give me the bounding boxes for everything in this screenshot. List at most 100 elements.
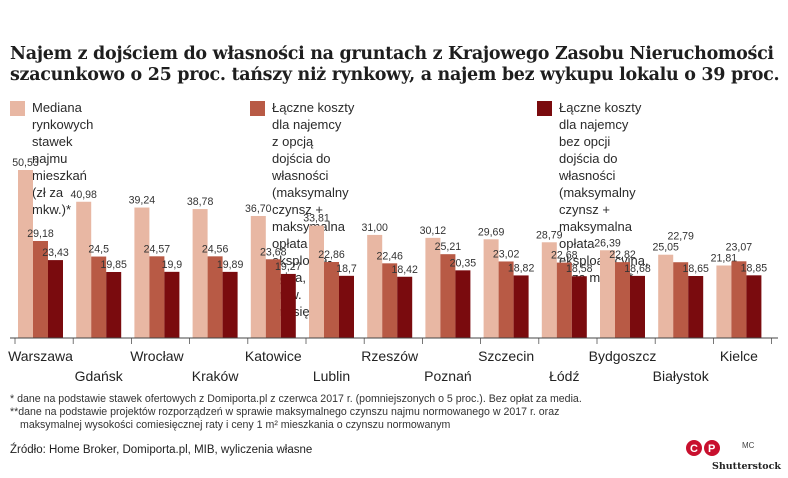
data-label: 19,9: [162, 259, 183, 271]
data-label: 20,35: [450, 257, 477, 269]
data-label: 26,39: [594, 237, 621, 249]
category-label: Szczecin: [478, 348, 534, 364]
chart-title: Najem z dojściem do własności na gruntac…: [10, 44, 780, 86]
category-label: Katowice: [245, 348, 302, 364]
bar-2: [149, 256, 165, 338]
bar-1: [658, 254, 674, 338]
legend-swatch-with-ownership: [250, 101, 265, 116]
data-label: 24,57: [144, 243, 171, 255]
category-label: Warszawa: [8, 348, 73, 364]
bar-3: [455, 270, 471, 338]
data-label: 21,81: [711, 252, 738, 264]
bar-3: [746, 275, 762, 338]
bar-1: [18, 170, 33, 338]
svg-text:P: P: [708, 443, 715, 455]
cp-badge-logo: C P: [686, 440, 720, 456]
bar-1: [425, 237, 441, 338]
data-label: 28,79: [536, 229, 563, 241]
data-label: 18,65: [682, 263, 709, 275]
category-label: Poznań: [424, 368, 471, 384]
bar-3: [106, 272, 122, 338]
bar-2: [556, 262, 572, 338]
data-label: 18,42: [391, 264, 418, 276]
svg-text:C: C: [690, 443, 698, 455]
bar-2: [731, 261, 747, 338]
data-label: 22,46: [376, 250, 403, 262]
bar-2: [324, 261, 339, 338]
category-label: Kraków: [192, 368, 240, 384]
data-label: 29,69: [478, 226, 505, 238]
data-label: 24,56: [202, 243, 229, 255]
data-label: 40,98: [70, 189, 97, 201]
data-label: 29,18: [27, 228, 54, 240]
bar-1: [600, 250, 615, 338]
bar-1: [250, 215, 266, 338]
bar-2: [33, 240, 48, 338]
category-label: Łódź: [549, 368, 579, 384]
bar-2: [207, 256, 223, 338]
bar-3: [513, 275, 529, 338]
bar-3: [630, 275, 645, 338]
category-label: Rzeszów: [361, 348, 419, 364]
bar-2: [673, 262, 689, 338]
bar-2: [615, 262, 630, 338]
legend-label-market: Mediana rynkowych stawek najmu mieszkań …: [32, 100, 94, 217]
bar-3: [571, 276, 587, 338]
data-label: 22,82: [609, 249, 636, 261]
photo-credit: Shutterstock: [712, 461, 781, 472]
category-label: Gdańsk: [75, 368, 124, 384]
data-label: 38,78: [187, 196, 214, 208]
data-label: 25,05: [652, 242, 679, 254]
bar-1: [367, 234, 383, 338]
legend-swatch-without-ownership: [537, 101, 552, 116]
legend-swatch-market: [10, 101, 25, 116]
bar-3: [48, 260, 63, 338]
bar-2: [91, 256, 107, 338]
bar-1: [541, 242, 557, 338]
data-label: 22,68: [551, 250, 578, 262]
data-label: 19,89: [217, 259, 244, 271]
bar-2: [382, 263, 398, 338]
bar-3: [280, 273, 296, 338]
data-label: 39,24: [129, 195, 156, 207]
data-label: 50,53: [12, 157, 39, 169]
bar-3: [164, 271, 180, 338]
data-label: 18,82: [508, 262, 535, 274]
category-label: Lublin: [313, 368, 350, 384]
bar-2: [498, 261, 514, 338]
bar-3: [339, 275, 354, 338]
data-label: 23,43: [42, 247, 69, 259]
data-label: 31,00: [361, 222, 388, 234]
bar-3: [222, 271, 238, 338]
bar-3: [397, 276, 413, 338]
data-label: 18,7: [336, 263, 357, 275]
category-label: Bydgoszcz: [589, 348, 657, 364]
data-label: 18,85: [741, 262, 768, 274]
bar-3: [688, 275, 704, 338]
data-label: 30,12: [420, 225, 447, 237]
bar-1: [716, 265, 732, 338]
category-label: Wrocław: [130, 348, 184, 364]
footnote-3: maksymalnej wysokości comiesięcznej raty…: [20, 419, 451, 431]
category-label: Białystok: [653, 368, 710, 384]
data-label: 22,79: [667, 231, 694, 243]
title-line-2: szacunkowo o 25 proc. tańszy niż rynkowy…: [10, 65, 780, 85]
data-label: 23,02: [493, 248, 520, 260]
data-label: 23,68: [260, 246, 287, 258]
category-label: Kielce: [720, 348, 758, 364]
bar-1: [76, 201, 92, 338]
bar-chart: 50,53 29,18 23,43 Warszawa 40,98 24,5 19,85 Gda…: [8, 157, 778, 384]
data-label: 24,5: [88, 244, 109, 256]
data-label: 25,21: [435, 241, 462, 253]
data-label: 18,68: [624, 263, 651, 275]
footnote-2: **dane na podstawie projektów rozporządz…: [10, 406, 560, 418]
author-initials: MC: [742, 441, 755, 450]
data-label: 19,85: [100, 259, 127, 271]
data-label: 18,58: [566, 263, 593, 275]
data-label: 19,27: [275, 261, 302, 273]
data-label: 23,07: [726, 241, 753, 253]
data-label: 33,81: [303, 213, 330, 225]
title-line-1: Najem z dojściem do własności na gruntac…: [10, 44, 774, 64]
bar-2: [265, 259, 281, 338]
bar-2: [440, 254, 456, 338]
